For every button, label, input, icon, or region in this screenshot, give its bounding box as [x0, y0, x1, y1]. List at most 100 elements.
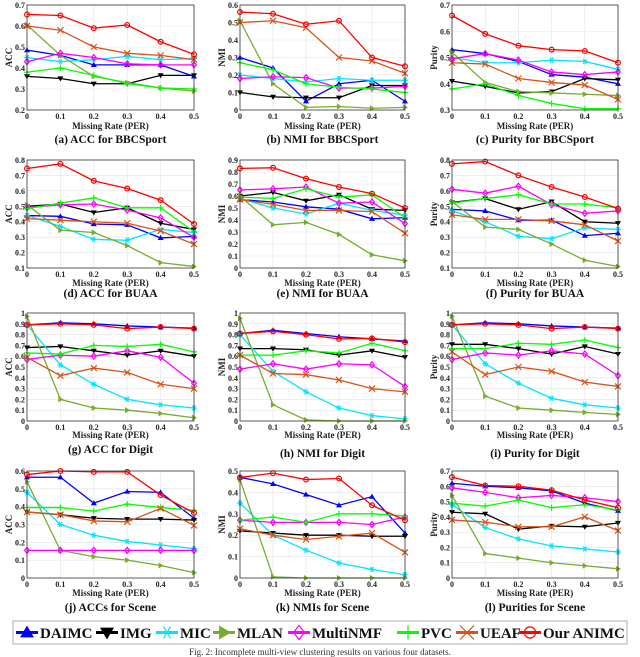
data-point-mlan: [24, 478, 30, 485]
data-point-pvc: [157, 341, 164, 348]
y-tick-label: 0.3: [440, 385, 450, 394]
data-point-mlan: [270, 221, 276, 228]
data-point-pvc: [124, 204, 131, 211]
data-point-ueaf: [123, 518, 131, 526]
plot-frame: [26, 312, 195, 422]
data-point-ueaf: [481, 518, 489, 526]
series-line-pvc: [451, 194, 619, 209]
x-tick-label: 0.3: [122, 270, 132, 279]
data-point-mlan: [270, 401, 276, 408]
data-point-img: [369, 534, 375, 540]
x-tick-label: 0.3: [334, 112, 344, 121]
data-point-mlan: [516, 226, 522, 233]
y-tick-label: 0.4: [440, 218, 450, 227]
data-point-pvc: [303, 185, 309, 192]
series-line-ueaf: [239, 20, 406, 74]
y-axis-label: Purity: [429, 201, 439, 226]
data-point-img: [482, 84, 489, 90]
x-tick-label: 0.4: [367, 423, 377, 432]
data-point-our-animc: [90, 468, 97, 475]
plot-area: [452, 160, 618, 268]
data-point-mlan: [303, 104, 309, 111]
data-point-img: [581, 219, 588, 225]
legend-label: UEAF: [480, 626, 521, 642]
y-tick-label: 0.1: [440, 559, 450, 568]
data-point-mic: [369, 412, 375, 419]
y-tick-label: 0.2: [15, 249, 25, 258]
data-point-multinmf: [124, 346, 131, 355]
y-tick-label: 0.7: [440, 171, 450, 180]
data-point-mic: [90, 236, 97, 243]
data-point-pvc: [303, 519, 309, 526]
y-tick-label: 0.6: [440, 27, 450, 36]
x-tick-label: 0.3: [122, 580, 132, 589]
y-tick-label: 0.1: [440, 264, 450, 273]
y-tick-label: 0.4: [15, 64, 25, 73]
y-tick-label: 0.7: [228, 180, 238, 189]
x-tick-label: 0.4: [580, 423, 590, 432]
x-tick-label: 0: [238, 112, 242, 121]
x-tick-label: 0: [450, 270, 454, 279]
y-tick-label: 0: [446, 417, 450, 426]
x-tick-label: 0.1: [55, 423, 65, 432]
series-line-mic: [239, 74, 405, 83]
x-tick-label: 0.1: [55, 112, 65, 121]
series-line-mlan: [26, 481, 195, 574]
legend-marker-icon: [459, 625, 475, 640]
legend-marker-icon: [523, 626, 537, 639]
data-point-ueaf: [123, 49, 131, 57]
series-line-img: [239, 191, 406, 212]
series-line-multinmf: [239, 186, 406, 225]
series-line-daimc: [26, 214, 195, 239]
y-tick-label: 1: [446, 309, 450, 318]
data-point-img: [124, 517, 131, 523]
x-tick-label: 0.4: [580, 112, 590, 121]
y-tick-label: 0.3: [440, 233, 450, 242]
data-point-mlan: [24, 313, 30, 320]
y-tick-label: 0.4: [228, 374, 238, 383]
subplot-b: 0 0.1 0.2 0.3 0.4 0.5 0 0.1 0.2 0.3 0.4 0.5 0.6 Missi…: [217, 1, 410, 146]
y-tick-label: 0.6: [440, 187, 450, 196]
data-point-multinmf: [515, 182, 522, 191]
series-line-ueaf: [239, 198, 406, 234]
data-point-img: [157, 73, 164, 79]
data-point-multinmf: [302, 73, 310, 82]
y-tick-label: 0.2: [15, 395, 25, 404]
data-point-mic: [581, 546, 588, 552]
data-point-our-animc: [157, 324, 164, 331]
y-tick-label: 0.8: [440, 156, 450, 165]
legend-marker-icon: [219, 625, 231, 640]
data-point-ueaf: [56, 26, 64, 34]
data-point-our-animc: [336, 17, 343, 24]
legend-item-ueaf: UEAF: [456, 625, 521, 642]
y-tick-label: 0.5: [15, 43, 25, 52]
x-tick-label: 0.5: [400, 580, 410, 589]
data-point-multinmf: [269, 184, 277, 193]
x-tick-label: 0: [238, 423, 242, 432]
data-point-ueaf: [157, 380, 165, 388]
series-line-ueaf: [239, 354, 406, 393]
data-point-multinmf: [482, 348, 489, 357]
data-point-multinmf: [335, 518, 343, 527]
y-axis-label: NMI: [217, 357, 227, 376]
data-point-pvc: [90, 194, 97, 201]
series-line-img: [26, 74, 194, 85]
data-point-our-animc: [303, 175, 310, 182]
data-point-mic: [515, 536, 522, 542]
data-point-mic: [270, 205, 276, 211]
legend-label: IMG: [120, 626, 152, 642]
data-point-our-animc: [124, 325, 131, 332]
data-point-mic: [581, 401, 588, 408]
data-point-our-animc: [369, 54, 376, 61]
x-tick-label: 0.5: [189, 270, 199, 279]
y-tick-label: 0.5: [228, 204, 238, 213]
series-line-multinmf: [451, 185, 619, 214]
data-point-mlan: [158, 562, 164, 569]
data-point-multinmf: [269, 518, 277, 527]
data-point-daimc: [581, 232, 588, 238]
series-line-img: [452, 343, 619, 355]
plot-frame: [239, 312, 406, 422]
data-point-multinmf: [124, 206, 131, 215]
x-tick-label: 0.2: [513, 270, 523, 279]
data-point-ueaf: [514, 523, 522, 531]
